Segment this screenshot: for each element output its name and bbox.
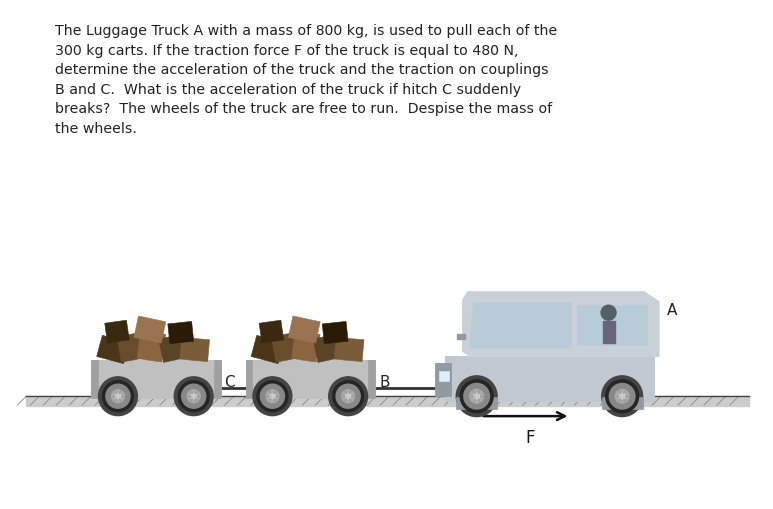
Text: C: C (225, 375, 235, 390)
Circle shape (470, 389, 484, 403)
Bar (322, 321, 348, 344)
Circle shape (266, 390, 279, 403)
Bar (26, 396, 749, 406)
Circle shape (609, 383, 635, 409)
Circle shape (270, 393, 275, 399)
Bar (168, 321, 194, 344)
Circle shape (474, 393, 479, 399)
Polygon shape (463, 292, 659, 356)
Circle shape (103, 381, 134, 412)
Bar (251, 335, 284, 363)
Bar (91, 360, 98, 398)
Text: F: F (526, 429, 535, 447)
Text: A: A (667, 303, 677, 318)
Bar (435, 362, 451, 396)
Bar (213, 360, 220, 398)
Text: B: B (379, 375, 390, 390)
Bar (439, 371, 449, 381)
Circle shape (191, 393, 196, 399)
Circle shape (182, 384, 206, 408)
Bar (288, 316, 320, 343)
Bar (134, 316, 165, 343)
Bar (313, 334, 339, 362)
Bar (137, 331, 165, 362)
Bar (259, 320, 284, 343)
Circle shape (606, 380, 638, 413)
Bar (334, 337, 364, 361)
Bar (91, 360, 220, 398)
Circle shape (336, 384, 360, 408)
Bar (158, 334, 185, 362)
Bar (246, 360, 253, 398)
Bar (271, 333, 298, 362)
Bar (97, 335, 129, 363)
Circle shape (619, 393, 625, 399)
Bar (246, 360, 375, 398)
Circle shape (456, 376, 497, 416)
Bar (456, 397, 497, 409)
Circle shape (601, 305, 616, 320)
Circle shape (460, 380, 493, 413)
Bar (601, 397, 642, 409)
Circle shape (106, 384, 130, 408)
Bar (603, 321, 615, 343)
Bar (577, 305, 648, 345)
Bar (291, 331, 320, 362)
Polygon shape (468, 302, 570, 349)
Circle shape (98, 377, 138, 416)
Bar (368, 360, 375, 398)
Circle shape (615, 389, 629, 403)
Text: The Luggage Truck A with a mass of 800 kg, is used to pull each of the
300 kg ca: The Luggage Truck A with a mass of 800 k… (56, 24, 557, 136)
Circle shape (342, 390, 355, 403)
Circle shape (253, 377, 292, 416)
Circle shape (257, 381, 288, 412)
Circle shape (115, 393, 121, 399)
Circle shape (261, 384, 284, 408)
Ellipse shape (446, 394, 652, 400)
Circle shape (187, 390, 200, 403)
Circle shape (332, 381, 363, 412)
Circle shape (464, 383, 489, 409)
Circle shape (111, 390, 124, 403)
Bar (444, 356, 654, 401)
Circle shape (346, 393, 351, 399)
Circle shape (174, 377, 213, 416)
Circle shape (179, 381, 209, 412)
Circle shape (329, 377, 368, 416)
Circle shape (601, 376, 642, 416)
Bar (180, 337, 209, 361)
Bar (104, 320, 129, 343)
Bar (117, 333, 143, 362)
Bar (457, 333, 465, 338)
